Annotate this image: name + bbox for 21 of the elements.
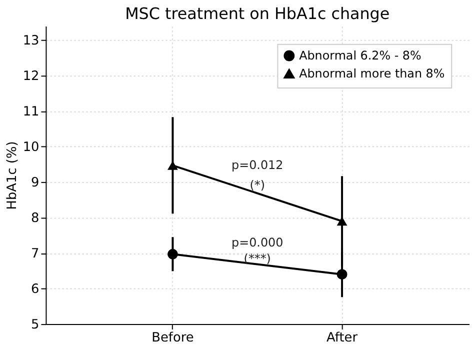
legend-label: Abnormal 6.2% - 8% — [299, 48, 422, 63]
point — [336, 269, 348, 280]
chart-title: MSC treatment on HbA1c change — [125, 4, 390, 23]
legend-label: Abnormal more than 8% — [299, 66, 445, 81]
y-tick-label: 10 — [22, 140, 40, 156]
x-tick-label: Before — [152, 330, 194, 346]
y-tick-label: 12 — [22, 69, 40, 84]
y-tick-label: 5 — [31, 318, 40, 333]
y-tick-label: 11 — [22, 104, 40, 120]
y-tick-label: 6 — [31, 282, 40, 298]
annotation: (***) — [244, 251, 271, 266]
x-tick-label: After — [326, 330, 358, 346]
point — [167, 248, 178, 260]
y-tick-label: 7 — [31, 246, 40, 262]
y-axis-title: HbA1c (%) — [4, 141, 20, 210]
y-tick-label: 8 — [31, 211, 40, 226]
annotation: p=0.000 — [232, 236, 284, 250]
annotation: p=0.012 — [232, 158, 284, 172]
annotation: (*) — [250, 178, 265, 192]
y-tick-label: 13 — [22, 34, 40, 49]
y-tick-label: 9 — [31, 176, 40, 191]
